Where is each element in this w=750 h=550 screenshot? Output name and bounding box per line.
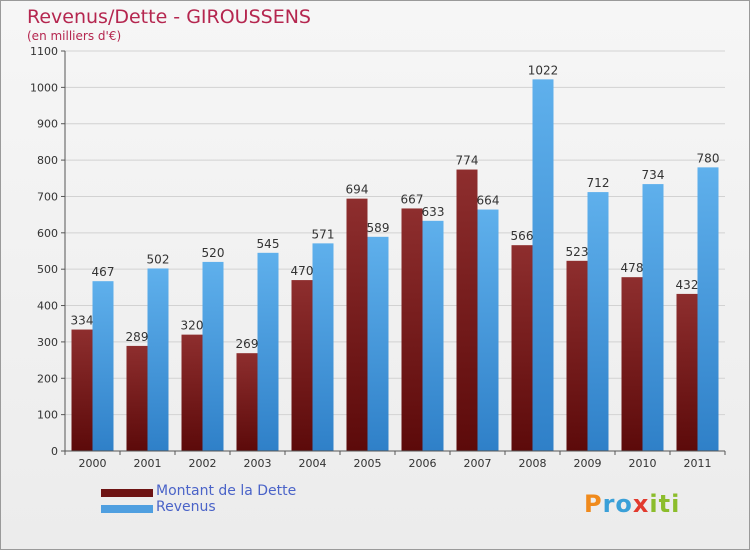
- x-tick-label: 2010: [629, 457, 657, 470]
- y-tick-label: 300: [37, 336, 58, 349]
- data-label-revenue: 520: [202, 246, 225, 260]
- bar-revenue: [257, 252, 279, 451]
- bar-revenue: [312, 243, 334, 451]
- bar-revenue: [532, 79, 554, 451]
- data-label-debt: 478: [621, 261, 644, 275]
- bar-revenue: [202, 261, 224, 451]
- bar-debt: [621, 277, 643, 451]
- x-tick-label: 2003: [244, 457, 272, 470]
- y-tick-label: 500: [37, 263, 58, 276]
- data-label-revenue: 502: [147, 252, 170, 266]
- data-label-debt: 334: [71, 314, 94, 328]
- bar-revenue: [92, 281, 114, 451]
- y-tick-label: 600: [37, 227, 58, 240]
- data-label-revenue: 712: [587, 176, 610, 190]
- data-label-revenue: 545: [257, 237, 280, 251]
- data-label-debt: 774: [456, 154, 479, 168]
- legend-label-revenue: Revenus: [156, 499, 216, 515]
- data-label-debt: 470: [291, 264, 314, 278]
- data-label-debt: 289: [126, 330, 149, 344]
- bars: [71, 79, 719, 451]
- y-tick-label: 800: [37, 154, 58, 167]
- x-tick-label: 2008: [519, 457, 547, 470]
- legend-label-debt: Montant de la Dette: [156, 483, 297, 499]
- data-label-revenue: 780: [697, 151, 720, 165]
- bar-revenue: [422, 220, 444, 451]
- bar-debt: [236, 353, 258, 451]
- x-tick-label: 2011: [684, 457, 712, 470]
- data-label-debt: 667: [401, 192, 424, 206]
- bar-debt: [511, 245, 533, 451]
- data-label-revenue: 467: [92, 265, 115, 279]
- data-label-revenue: 633: [422, 205, 445, 219]
- bar-revenue: [147, 268, 169, 451]
- data-label-revenue: 734: [642, 168, 665, 182]
- x-tick-label: 2002: [189, 457, 217, 470]
- data-label-debt: 269: [236, 337, 259, 351]
- data-label-revenue: 664: [477, 194, 500, 208]
- y-tick-label: 200: [37, 372, 58, 385]
- data-label-debt: 694: [346, 183, 369, 197]
- y-tick-label: 100: [37, 409, 58, 422]
- y-tick-label: 1100: [30, 45, 58, 58]
- bar-revenue: [477, 209, 499, 451]
- y-tick-label: 400: [37, 300, 58, 313]
- bar-revenue: [587, 192, 609, 451]
- gridlines: [65, 50, 725, 452]
- bar-debt: [676, 293, 698, 451]
- data-label-revenue: 571: [312, 227, 335, 241]
- y-tick-label: 700: [37, 190, 58, 203]
- data-label-revenue: 589: [367, 221, 390, 235]
- x-tick-label: 2005: [354, 457, 382, 470]
- bar-debt: [181, 334, 203, 451]
- data-label-debt: 432: [676, 278, 699, 292]
- axes: 0 100 200 300 400 500 600 700 800 900 1000 1100 2000…: [30, 45, 726, 470]
- bar-debt: [346, 198, 368, 451]
- proxiti-logo: Proxiti: [584, 490, 681, 518]
- y-tick-label: 1000: [30, 81, 58, 94]
- y-tick-label: 0: [51, 445, 58, 458]
- chart-title: Revenus/Dette - GIROUSSENS: [27, 6, 311, 28]
- bar-revenue: [367, 236, 389, 451]
- bar-revenue: [642, 184, 664, 451]
- bar-debt: [456, 169, 478, 451]
- x-tick-label: 2001: [134, 457, 162, 470]
- bar-revenue: [697, 167, 719, 451]
- chart-subtitle: (en milliers d'€): [27, 29, 122, 43]
- y-tick-label: 900: [37, 118, 58, 131]
- x-tick-label: 2007: [464, 457, 492, 470]
- bar-debt: [291, 280, 313, 451]
- x-tick-label: 2004: [299, 457, 327, 470]
- x-tick-label: 2000: [79, 457, 107, 470]
- bar-debt: [126, 345, 148, 451]
- bar-debt: [566, 260, 588, 451]
- x-tick-label: 2006: [409, 457, 437, 470]
- x-tick-label: 2009: [574, 457, 602, 470]
- data-label-debt: 523: [566, 245, 589, 259]
- data-label-debt: 320: [181, 319, 204, 333]
- legend-swatch-debt: [101, 489, 153, 497]
- data-label-debt: 566: [511, 229, 534, 243]
- legend-swatch-revenue: [101, 505, 153, 513]
- data-labels: 3344672895023205202695454705716945896676…: [71, 63, 720, 351]
- data-label-revenue: 1022: [528, 63, 559, 77]
- bar-debt: [71, 329, 93, 451]
- bar-debt: [401, 208, 423, 451]
